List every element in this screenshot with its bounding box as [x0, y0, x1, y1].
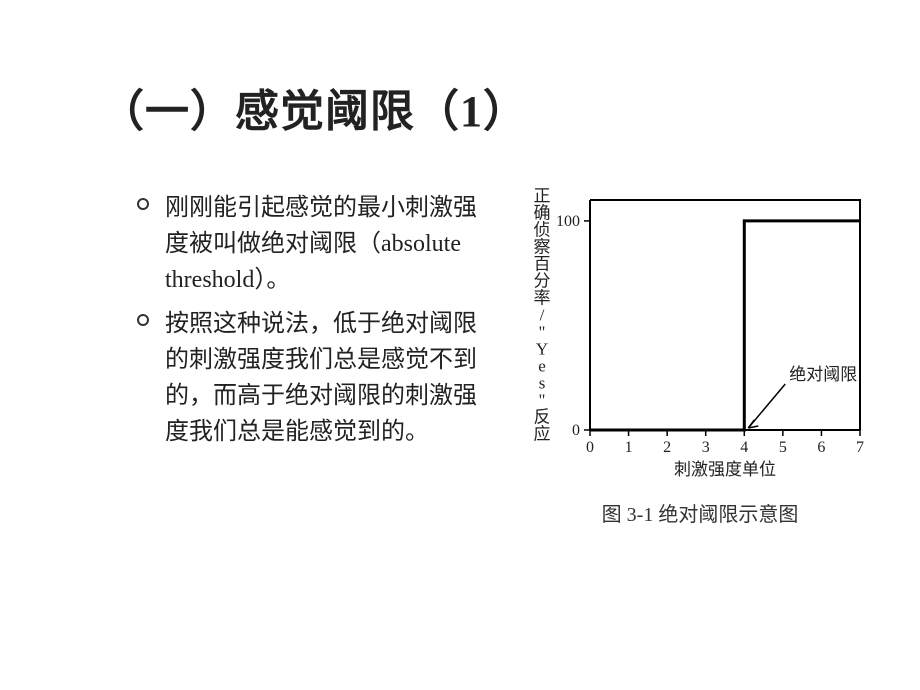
content-row: 刚刚能引起感觉的最小刺激强度被叫做绝对阈限（absolute threshold…	[0, 190, 920, 650]
svg-text:应: 应	[534, 425, 551, 444]
bullet-icon	[137, 198, 149, 210]
svg-text:100: 100	[556, 213, 580, 230]
bullet-icon	[137, 314, 149, 326]
slide: （一）感觉阈限（1） 刚刚能引起感觉的最小刺激强度被叫做绝对阈限（absolut…	[0, 0, 920, 690]
chart-caption: 图 3-1 绝对阈限示意图	[520, 498, 880, 527]
bullet-text: 刚刚能引起感觉的最小刺激强度被叫做绝对阈限（absolute threshold…	[165, 195, 477, 293]
svg-text:4: 4	[740, 439, 748, 456]
title-suffix: ）	[483, 87, 528, 136]
svg-text:1: 1	[625, 439, 633, 456]
svg-text:6: 6	[817, 439, 825, 456]
slide-title: （一）感觉阈限（1）	[100, 75, 528, 139]
svg-text:绝对阈限: 绝对阈限	[789, 365, 857, 384]
svg-text:刺激强度单位: 刺激强度单位	[674, 460, 776, 479]
text-column: 刚刚能引起感觉的最小刺激强度被叫做绝对阈限（absolute threshold…	[165, 190, 495, 458]
chart-column: 010001234567刺激强度单位正确侦察百分率/"Yes"反应绝对阈限 图 …	[520, 180, 880, 550]
title-prefix: （一）感觉阈限（	[100, 87, 460, 136]
bullet-text: 按照这种说法，低于绝对阈限的刺激强度我们总是感觉不到的，而高于绝对阈限的刺激强度…	[165, 311, 477, 445]
list-item: 按照这种说法，低于绝对阈限的刺激强度我们总是感觉不到的，而高于绝对阈限的刺激强度…	[165, 306, 495, 450]
svg-text:7: 7	[856, 439, 864, 456]
threshold-chart: 010001234567刺激强度单位正确侦察百分率/"Yes"反应绝对阈限	[520, 180, 880, 490]
list-item: 刚刚能引起感觉的最小刺激强度被叫做绝对阈限（absolute threshold…	[165, 190, 495, 298]
svg-text:2: 2	[663, 439, 671, 456]
svg-text:0: 0	[572, 422, 580, 439]
svg-text:0: 0	[586, 439, 594, 456]
svg-text:5: 5	[779, 439, 787, 456]
svg-text:3: 3	[702, 439, 710, 456]
title-number: 1	[460, 87, 483, 136]
